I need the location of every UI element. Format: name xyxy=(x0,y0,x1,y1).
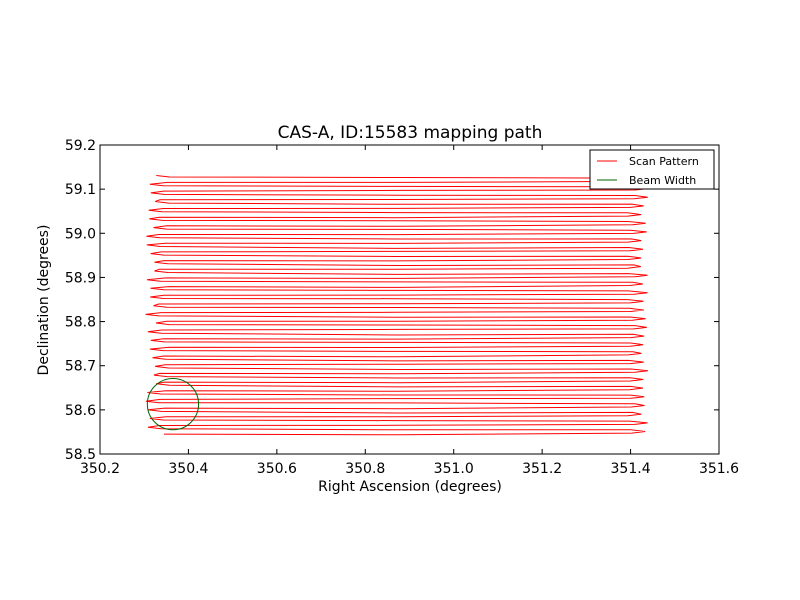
y-tick-label: 58.7 xyxy=(65,359,96,375)
y-tick-label: 58.8 xyxy=(65,315,96,331)
y-tick-label: 58.5 xyxy=(65,447,96,463)
x-axis-label: Right Ascension (degrees) xyxy=(318,479,502,495)
legend: Scan Pattern Beam Width xyxy=(589,149,715,190)
y-tick-label: 59.0 xyxy=(65,226,96,242)
y-axis-label: Declination (degrees) xyxy=(36,225,52,376)
x-axis: 350.2 350.4 350.6 350.8 351.0 351.2 351.4 351.6 xyxy=(80,145,739,477)
x-tick-label: 350.4 xyxy=(168,461,208,477)
plot-frame xyxy=(99,144,720,455)
x-tick-label: 350.8 xyxy=(345,461,385,477)
x-tick-label: 350.2 xyxy=(80,461,120,477)
chart-title: CAS-A, ID:15583 mapping path xyxy=(278,123,543,143)
series-layer xyxy=(145,175,649,436)
x-tick-label: 351.2 xyxy=(522,461,562,477)
legend-label-beam-width: Beam Width xyxy=(629,174,696,187)
x-tick-label: 351.0 xyxy=(434,461,474,477)
y-axis: 58.5 58.6 58.7 58.8 58.9 59.0 59.1 59.2 xyxy=(65,138,719,463)
beam-width-circle xyxy=(146,378,200,431)
scan-pattern-line xyxy=(145,175,649,436)
legend-box xyxy=(589,149,715,190)
y-tick-label: 59.1 xyxy=(65,182,96,198)
y-tick-label: 58.6 xyxy=(65,403,96,419)
y-tick-label: 58.9 xyxy=(65,270,96,286)
x-tick-label: 350.6 xyxy=(257,461,297,477)
legend-label-scan-pattern: Scan Pattern xyxy=(629,155,699,168)
y-tick-label: 59.2 xyxy=(65,138,96,154)
x-tick-label: 351.4 xyxy=(611,461,651,477)
x-tick-label: 351.6 xyxy=(699,461,739,477)
